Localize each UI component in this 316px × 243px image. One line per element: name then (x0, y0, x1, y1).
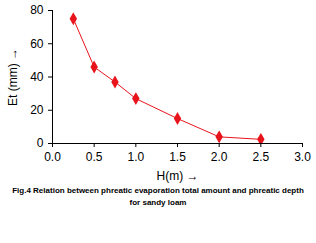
svg-text:3.0: 3.0 (294, 150, 311, 164)
svg-text:80: 80 (30, 3, 44, 17)
html-text:Fig.4 Relation between phreati: Fig.4 Relation between phreatic evaporat… (12, 186, 304, 207)
svg-text:0: 0 (37, 136, 44, 150)
svg-text:Et (mm) →: Et (mm) → (6, 48, 20, 106)
svg-text:H(m) →: H(m) → (157, 169, 199, 183)
svg-text:2.5: 2.5 (252, 150, 269, 164)
svg-text:20: 20 (30, 103, 44, 117)
svg-text:0.0: 0.0 (44, 150, 61, 164)
svg-text:40: 40 (30, 70, 44, 84)
svg-text:1.5: 1.5 (169, 150, 186, 164)
svg-text:2.0: 2.0 (211, 150, 228, 164)
svg-text:1.0: 1.0 (127, 150, 144, 164)
svg-text:60: 60 (30, 37, 44, 51)
svg-text:0.5: 0.5 (86, 150, 103, 164)
